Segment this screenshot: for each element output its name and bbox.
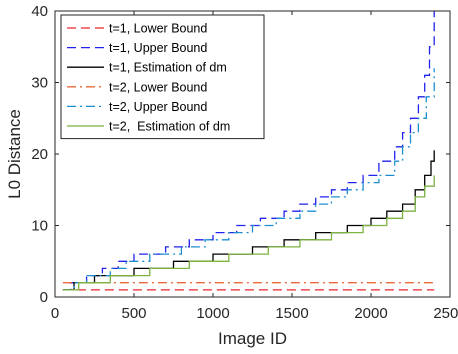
y-tick-label: 10: [31, 218, 48, 235]
x-tick-label: 500: [121, 305, 146, 322]
legend-box: [60, 14, 265, 140]
y-tick-label: 20: [31, 146, 48, 163]
x-tick-label: 1000: [196, 305, 229, 322]
series-line-6: [62, 175, 435, 291]
y-axis: 0 10 20 30 40: [31, 3, 450, 306]
x-tick-label: 0: [51, 305, 59, 322]
series-line-3: [62, 150, 435, 291]
x-tick-label: 1500: [275, 305, 308, 322]
legend-item-label: t=1, Lower Bound: [109, 22, 207, 36]
legend-item-label: t=2, Estimation of dm: [109, 120, 230, 134]
x-axis-label: Image ID: [218, 329, 287, 348]
legend-item-label: t=1, Estimation of dm: [109, 61, 227, 75]
legend-item-label: t=1, Upper Bound: [109, 41, 207, 55]
series-line-2: [62, 11, 435, 291]
legend: t=1, Lower Bound t=1, Upper Bound t=1, Est…: [60, 14, 265, 140]
y-tick-label: 40: [31, 3, 48, 20]
y-axis-label: L0 Distance: [5, 109, 24, 199]
plot-lines: [62, 11, 435, 291]
legend-item-label: t=2, Lower Bound: [109, 80, 207, 94]
x-tick-label: 2000: [354, 305, 387, 322]
y-tick-label: 30: [31, 75, 48, 92]
series-line-5: [62, 68, 435, 291]
y-tick-label: 0: [40, 289, 48, 306]
legend-item-label: t=2, Upper Bound: [109, 100, 207, 114]
